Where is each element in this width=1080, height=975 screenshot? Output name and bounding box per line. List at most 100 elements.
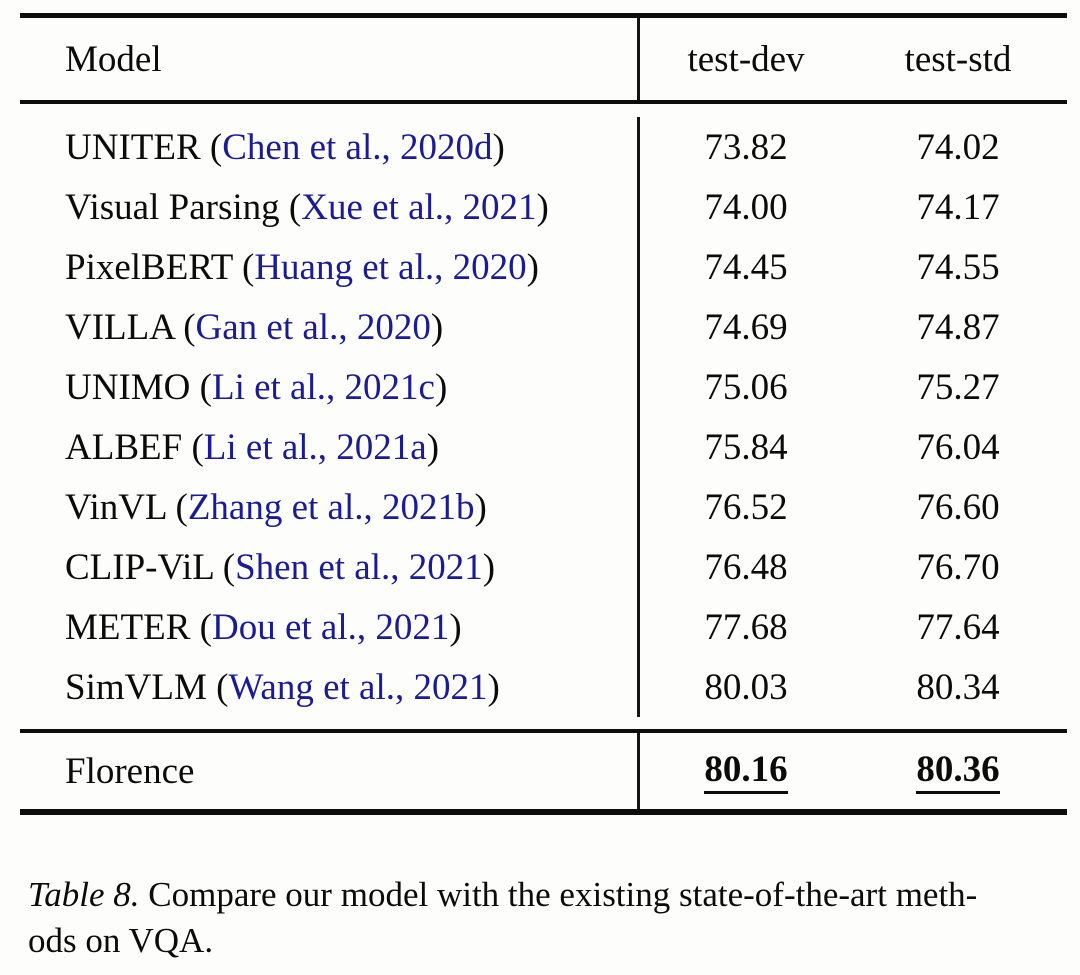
test-std-value: 74.55 [916, 246, 1000, 288]
test-dev-value: 77.68 [704, 606, 788, 648]
paren-close: ) [430, 306, 444, 348]
caption-line1: Compare our model with the existing stat… [148, 875, 978, 914]
model-cell: VILLA (Gan et al., 2020) [20, 297, 640, 357]
model-text: VILLA (Gan et al., 2020) [65, 306, 443, 349]
paren-close: ) [487, 666, 500, 708]
citation-link[interactable]: Shen et al., 2021 [235, 546, 483, 588]
model-text: ALBEF (Li et al., 2021a) [65, 426, 439, 469]
test-std-value: 76.60 [916, 486, 1000, 528]
citation-link[interactable]: Li et al., 2021a [203, 426, 427, 468]
model-name: VinVL [65, 486, 167, 528]
paren-open: ( [166, 486, 188, 528]
model-name: VILLA [65, 306, 174, 348]
model-cell: ALBEF (Li et al., 2021a) [20, 417, 640, 477]
paren-open: ( [190, 366, 212, 408]
model-name: Visual Parsing [65, 186, 280, 228]
table-header-row: Model test-dev test-std [20, 18, 1067, 100]
paren-close: ) [536, 186, 549, 228]
test-std-value: 74.87 [916, 306, 1000, 348]
test-std-value: 76.04 [916, 426, 1000, 468]
test-dev-value: 75.06 [704, 366, 788, 408]
caption-label: Table 8. [28, 875, 140, 914]
table-caption: Table 8. Compare our model with the exis… [28, 872, 1062, 964]
test-std-value: 75.27 [916, 366, 1000, 408]
model-name: METER [65, 606, 191, 648]
model-text: Visual Parsing (Xue et al., 2021) [65, 186, 549, 229]
table-row-florence: Florence 80.16 80.36 [20, 733, 1067, 809]
column-header-test-std: test-std [904, 38, 1012, 80]
best-score: 80.16 [704, 750, 788, 794]
paren-close: ) [492, 126, 505, 168]
citation-link[interactable]: Xue et al., 2021 [301, 186, 537, 228]
citation-link[interactable]: Li et al., 2021c [211, 366, 435, 408]
model-cell: Visual Parsing (Xue et al., 2021) [20, 177, 640, 237]
results-table: Model test-dev test-std UNITER (Chen et … [20, 13, 1067, 815]
column-header-test-dev: test-dev [687, 38, 805, 80]
model-cell: UNIMO (Li et al., 2021c) [20, 357, 640, 417]
table-bottom-rule [20, 809, 1067, 815]
header-divider-rule [20, 100, 1067, 104]
test-dev-value: 73.82 [704, 126, 788, 168]
column-header-model: Model [20, 18, 640, 100]
paren-open: ( [279, 186, 302, 228]
table-row-visual-parsing: Visual Parsing (Xue et al., 2021) 74.00 … [20, 177, 1067, 237]
model-name: UNIMO [65, 366, 191, 408]
citation-link[interactable]: Dou et al., 2021 [211, 606, 450, 648]
citation-link[interactable]: Zhang et al., 2021b [187, 486, 475, 528]
test-std-value: 74.02 [916, 126, 1000, 168]
caption-line2: ods on VQA. [28, 921, 214, 961]
paren-close: ) [449, 606, 462, 648]
paren-close: ) [526, 246, 539, 288]
model-text: UNIMO (Li et al., 2021c) [65, 366, 447, 409]
model-name: UNITER [65, 126, 201, 168]
model-cell: PixelBERT (Huang et al., 2020) [20, 237, 640, 297]
test-std-value: 77.64 [916, 606, 1000, 648]
model-name: ALBEF [65, 426, 183, 468]
test-dev-value: 76.52 [704, 486, 788, 528]
test-std-value: 80.36 [852, 748, 1064, 794]
model-cell: SimVLM (Wang et al., 2021) [20, 657, 640, 717]
best-score: 80.36 [916, 750, 1000, 794]
paren-open: ( [206, 666, 229, 708]
paren-close: ) [482, 546, 496, 588]
paren-close: ) [474, 486, 487, 528]
test-dev-value: 74.69 [704, 306, 788, 348]
table-row-pixelbert: PixelBERT (Huang et al., 2020) 74.45 74.… [20, 237, 1067, 297]
paren-close: ) [426, 426, 440, 468]
pre-highlight-rule [20, 729, 1067, 733]
table-row-meter: METER (Dou et al., 2021) 77.68 77.64 [20, 597, 1067, 657]
paren-open: ( [200, 126, 223, 168]
model-cell: UNITER (Chen et al., 2020d) [20, 117, 640, 177]
table-body: UNITER (Chen et al., 2020d) 73.82 74.02 … [20, 104, 1067, 729]
model-name: Florence [65, 750, 195, 792]
model-cell: METER (Dou et al., 2021) [20, 597, 640, 657]
table-row-vinvl: VinVL (Zhang et al., 2021b) 76.52 76.60 [20, 477, 1067, 537]
paren-open: ( [182, 426, 204, 468]
table-row-unimo: UNIMO (Li et al., 2021c) 75.06 75.27 [20, 357, 1067, 417]
test-std-value: 80.34 [916, 666, 1000, 708]
model-cell: CLIP-ViL (Shen et al., 2021) [20, 537, 640, 597]
table-row-simvlm: SimVLM (Wang et al., 2021) 80.03 80.34 [20, 657, 1067, 717]
citation-link[interactable]: Chen et al., 2020d [222, 126, 493, 168]
test-std-value: 76.70 [916, 546, 1000, 588]
test-dev-value: 76.48 [704, 546, 788, 588]
table-top-rule [20, 13, 1067, 18]
model-text: VinVL (Zhang et al., 2021b) [65, 486, 487, 529]
model-name: CLIP-ViL [65, 546, 214, 588]
test-dev-value: 74.45 [704, 246, 788, 288]
test-dev-value: 80.03 [704, 666, 788, 708]
table-row-clip-vil: CLIP-ViL (Shen et al., 2021) 76.48 76.70 [20, 537, 1067, 597]
citation-link[interactable]: Huang et al., 2020 [254, 246, 527, 288]
model-name: SimVLM [65, 666, 207, 708]
test-std-value: 74.17 [916, 186, 1000, 228]
paren-open: ( [213, 546, 236, 588]
model-text: PixelBERT (Huang et al., 2020) [65, 246, 539, 289]
citation-link[interactable]: Gan et al., 2020 [195, 306, 431, 348]
model-text: SimVLM (Wang et al., 2021) [65, 666, 500, 709]
test-dev-value: 80.16 [640, 748, 852, 794]
test-dev-value: 74.00 [704, 186, 788, 228]
citation-link[interactable]: Wang et al., 2021 [228, 666, 488, 708]
model-name: PixelBERT [65, 246, 233, 288]
table-row-uniter: UNITER (Chen et al., 2020d) 73.82 74.02 [20, 117, 1067, 177]
